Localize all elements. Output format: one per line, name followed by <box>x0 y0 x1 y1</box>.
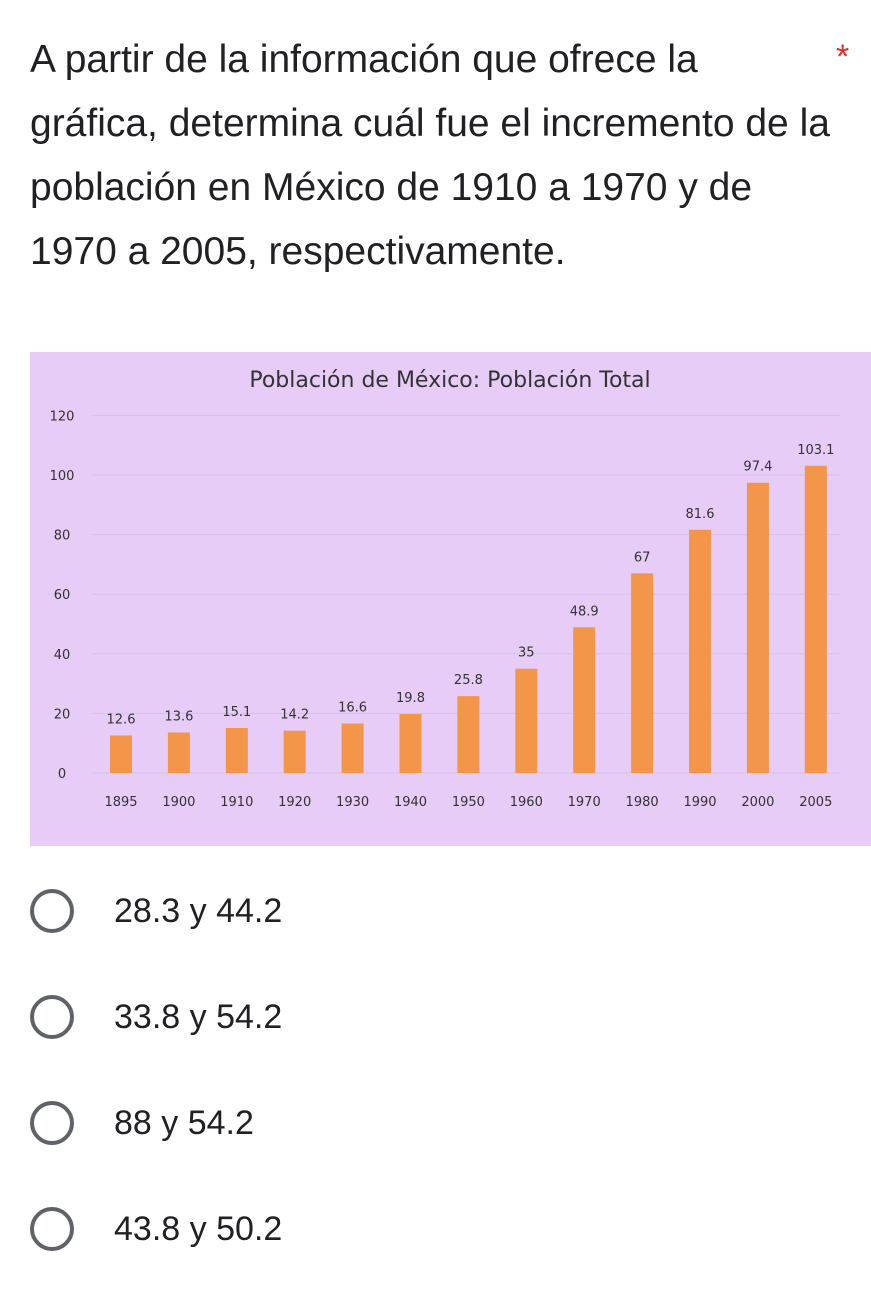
y-tick-label: 40 <box>54 648 71 663</box>
data-label: 48.9 <box>570 604 599 619</box>
x-tick-label: 1980 <box>626 795 659 810</box>
bar-1950 <box>457 696 480 773</box>
bar-2005 <box>804 465 827 773</box>
bar-chart-svg: Población de México: Población Total 0 20… <box>50 368 840 810</box>
x-tick-label: 1910 <box>220 795 253 810</box>
x-tick-label: 1970 <box>568 795 601 810</box>
bars <box>110 465 827 773</box>
x-tick-label: 1990 <box>683 795 716 810</box>
radio-circle-icon[interactable] <box>30 889 74 933</box>
y-axis-ticks: 0 20 40 60 80 100 120 <box>50 409 75 782</box>
data-label: 25.8 <box>454 673 483 688</box>
option-1[interactable]: 28.3 y 44.2 <box>30 878 830 984</box>
radio-circle-icon[interactable] <box>30 1101 74 1145</box>
y-tick-label: 100 <box>50 469 75 484</box>
x-tick-label: 1960 <box>510 795 543 810</box>
chart-title: Población de México: Población Total <box>249 368 650 393</box>
x-tick-label: 1920 <box>278 795 311 810</box>
y-tick-label: 120 <box>50 409 75 424</box>
bar-2000 <box>746 482 769 773</box>
data-labels: 12.6 13.6 15.1 14.2 16.6 19.8 25.8 35 48.9 67 81.6… <box>107 443 835 728</box>
data-label: 67 <box>634 550 651 565</box>
option-3[interactable]: 88 y 54.2 <box>30 1090 830 1196</box>
data-label: 35 <box>518 646 535 661</box>
option-label: 43.8 y 50.2 <box>114 1210 283 1248</box>
option-label: 88 y 54.2 <box>114 1104 254 1142</box>
x-tick-label: 2005 <box>799 795 832 810</box>
population-chart: Población de México: Población Total 0 20… <box>30 352 871 846</box>
x-tick-label: 1895 <box>104 795 137 810</box>
bar-1930 <box>341 723 364 773</box>
option-label: 33.8 y 54.2 <box>114 998 283 1036</box>
x-tick-label: 1940 <box>394 795 427 810</box>
data-label: 12.6 <box>107 712 136 727</box>
data-label: 81.6 <box>686 507 715 522</box>
data-label: 14.2 <box>280 708 309 723</box>
bar-1910 <box>225 728 248 773</box>
option-label: 28.3 y 44.2 <box>114 892 283 930</box>
y-tick-label: 0 <box>58 767 66 782</box>
bar-1980 <box>631 573 654 773</box>
x-tick-label: 1900 <box>162 795 195 810</box>
bar-1990 <box>689 529 711 773</box>
x-axis-ticks: 1895 1900 1910 1920 1930 1940 1950 1960 1970 1980… <box>104 795 832 810</box>
option-4[interactable]: 43.8 y 50.2 <box>30 1196 830 1302</box>
bar-1900 <box>167 732 190 773</box>
data-label: 19.8 <box>396 691 425 706</box>
y-tick-label: 80 <box>54 529 71 544</box>
y-tick-label: 20 <box>54 707 71 722</box>
data-label: 103.1 <box>797 443 834 458</box>
radio-circle-icon[interactable] <box>30 1207 74 1251</box>
bar-1895 <box>110 735 132 773</box>
x-tick-label: 1950 <box>452 795 485 810</box>
answer-options: 28.3 y 44.2 33.8 y 54.2 88 y 54.2 43.8 y… <box>30 878 830 1302</box>
required-asterisk: * <box>836 38 850 76</box>
x-tick-label: 2000 <box>741 795 774 810</box>
data-label: 15.1 <box>222 705 251 720</box>
question-text: A partir de la información que ofrece la… <box>30 38 830 273</box>
x-tick-label: 1930 <box>336 795 369 810</box>
bar-1940 <box>399 713 422 773</box>
radio-circle-icon[interactable] <box>30 995 74 1039</box>
data-label: 16.6 <box>338 701 367 716</box>
bar-1960 <box>515 668 538 773</box>
grid-lines <box>92 414 840 774</box>
data-label: 13.6 <box>164 709 193 724</box>
option-2[interactable]: 33.8 y 54.2 <box>30 984 830 1090</box>
bar-1970 <box>573 627 596 773</box>
y-tick-label: 60 <box>54 588 71 603</box>
bar-1920 <box>283 730 306 773</box>
data-label: 97.4 <box>743 460 772 475</box>
